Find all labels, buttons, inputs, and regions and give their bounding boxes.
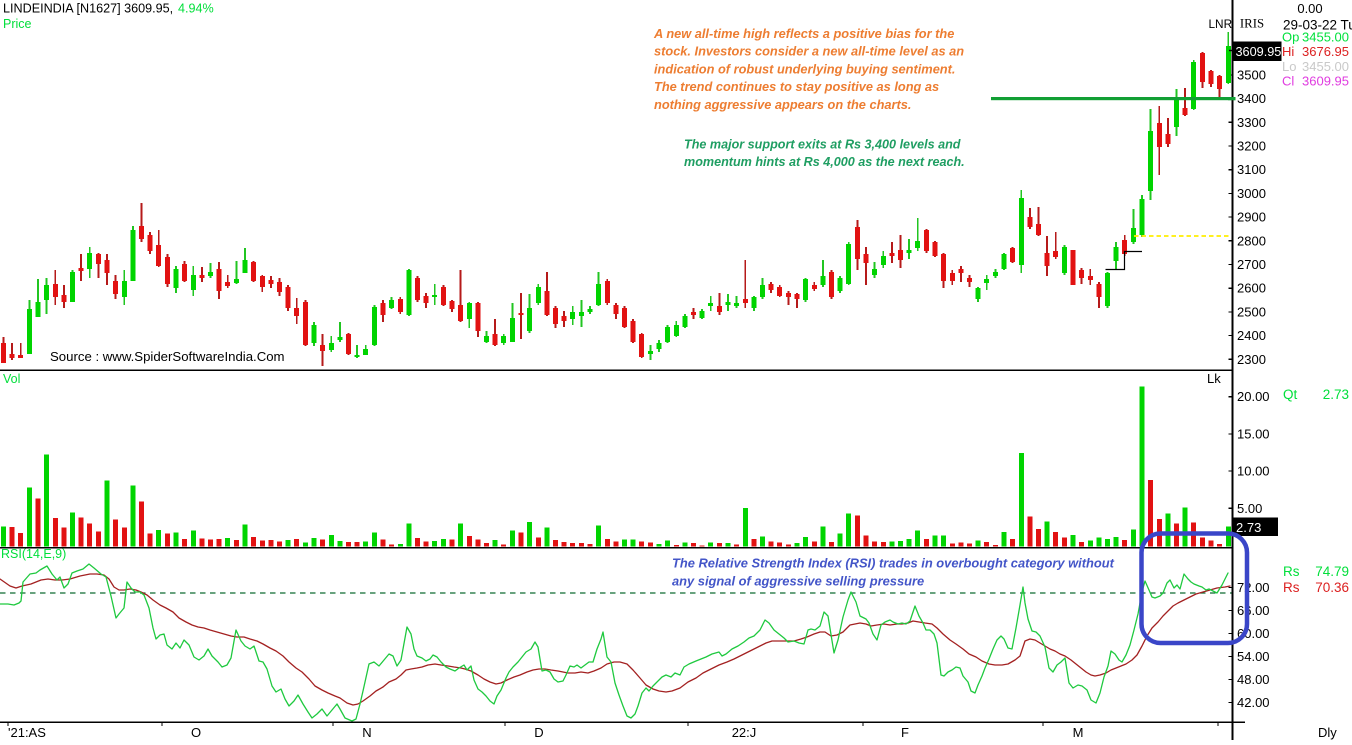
svg-text:0.00: 0.00: [1297, 1, 1322, 16]
svg-text:10.00: 10.00: [1237, 464, 1270, 479]
svg-text:3455.00: 3455.00: [1302, 30, 1349, 45]
svg-text:2.73: 2.73: [1323, 387, 1349, 402]
svg-text:3500: 3500: [1237, 67, 1266, 82]
svg-text:Lo: Lo: [1282, 59, 1296, 74]
svg-text:Rs: Rs: [1283, 564, 1300, 579]
svg-text:66.00: 66.00: [1237, 603, 1270, 618]
svg-text:D: D: [534, 725, 543, 740]
svg-text:The Relative Strength Index (R: The Relative Strength Index (RSI) trades…: [672, 556, 1115, 571]
svg-text:3400: 3400: [1237, 91, 1266, 106]
svg-text:3455.00: 3455.00: [1302, 59, 1349, 74]
svg-text:Cl: Cl: [1282, 74, 1294, 89]
svg-text:3609.95: 3609.95: [1302, 74, 1349, 89]
svg-text:3300: 3300: [1237, 115, 1266, 130]
svg-text:Lk: Lk: [1207, 371, 1221, 386]
svg-text:15.00: 15.00: [1237, 426, 1270, 441]
svg-text:29-03-22 Tu: 29-03-22 Tu: [1283, 18, 1352, 33]
svg-text:momentum hints at Rs 4,000 as: momentum hints at Rs 4,000 as the next r…: [684, 155, 965, 169]
svg-text:Op: Op: [1282, 30, 1299, 45]
svg-text:2800: 2800: [1237, 233, 1266, 248]
svg-text:2700: 2700: [1237, 257, 1266, 272]
svg-text:indication of robust underlyin: indication of robust underlying buying s…: [654, 61, 955, 76]
svg-text:RSI(14,E,9): RSI(14,E,9): [1, 547, 66, 561]
svg-text:2300: 2300: [1237, 352, 1266, 367]
svg-text:22:J: 22:J: [732, 725, 757, 740]
svg-text:3100: 3100: [1237, 162, 1266, 177]
svg-text:N: N: [362, 725, 371, 740]
svg-text:3676.95: 3676.95: [1302, 44, 1349, 59]
svg-text:3609.95: 3609.95: [1236, 45, 1282, 59]
svg-text:2400: 2400: [1237, 328, 1266, 343]
svg-text:M: M: [1073, 725, 1084, 740]
svg-text:nothing aggressive appears on: nothing aggressive appears on the charts…: [654, 97, 911, 112]
svg-text:4.94%: 4.94%: [178, 2, 214, 16]
svg-text:LNR: LNR: [1209, 17, 1233, 31]
svg-text:O: O: [191, 725, 201, 740]
svg-text:stock. Investors consider a ne: stock. Investors consider a new all-time…: [654, 44, 964, 59]
svg-text:F: F: [901, 725, 909, 740]
svg-text:The major support exits at Rs: The major support exits at Rs 3,400 leve…: [684, 138, 961, 152]
svg-text:2600: 2600: [1237, 281, 1266, 296]
svg-text:2.73: 2.73: [1236, 520, 1261, 535]
svg-text:70.36: 70.36: [1315, 580, 1349, 595]
svg-text:A new all-time high reflects a: A new all-time high reflects a positive …: [653, 26, 954, 41]
svg-text:20.00: 20.00: [1237, 389, 1270, 404]
svg-text:48.00: 48.00: [1237, 672, 1270, 687]
svg-text:any signal of aggressive selli: any signal of aggressive selling pressur…: [672, 574, 924, 589]
svg-text:2500: 2500: [1237, 304, 1266, 319]
svg-text:Source : www.SpiderSoftwareInd: Source : www.SpiderSoftwareIndia.Com: [50, 349, 285, 364]
svg-text:2900: 2900: [1237, 210, 1266, 225]
svg-text:Price: Price: [3, 17, 32, 31]
svg-text:3000: 3000: [1237, 186, 1266, 201]
svg-text:Qt: Qt: [1283, 387, 1298, 402]
svg-text:Hi: Hi: [1282, 44, 1294, 59]
svg-text:Rs: Rs: [1283, 580, 1300, 595]
svg-text:The trend continues to stay po: The trend continues to stay positive as …: [654, 79, 939, 94]
svg-text:'21:AS: '21:AS: [8, 725, 46, 740]
svg-text:Vol: Vol: [3, 372, 20, 386]
svg-text:3200: 3200: [1237, 139, 1266, 154]
svg-text:54.00: 54.00: [1237, 649, 1270, 664]
svg-text:IRIS: IRIS: [1240, 17, 1264, 31]
svg-text:Dly: Dly: [1318, 725, 1337, 740]
svg-text:42.00: 42.00: [1237, 695, 1270, 710]
svg-text:74.79: 74.79: [1315, 564, 1349, 579]
svg-text:72.00: 72.00: [1237, 580, 1270, 595]
svg-text:LINDEINDIA [N1627] 3609.95,: LINDEINDIA [N1627] 3609.95,: [3, 2, 173, 16]
svg-text:5.00: 5.00: [1237, 501, 1262, 516]
